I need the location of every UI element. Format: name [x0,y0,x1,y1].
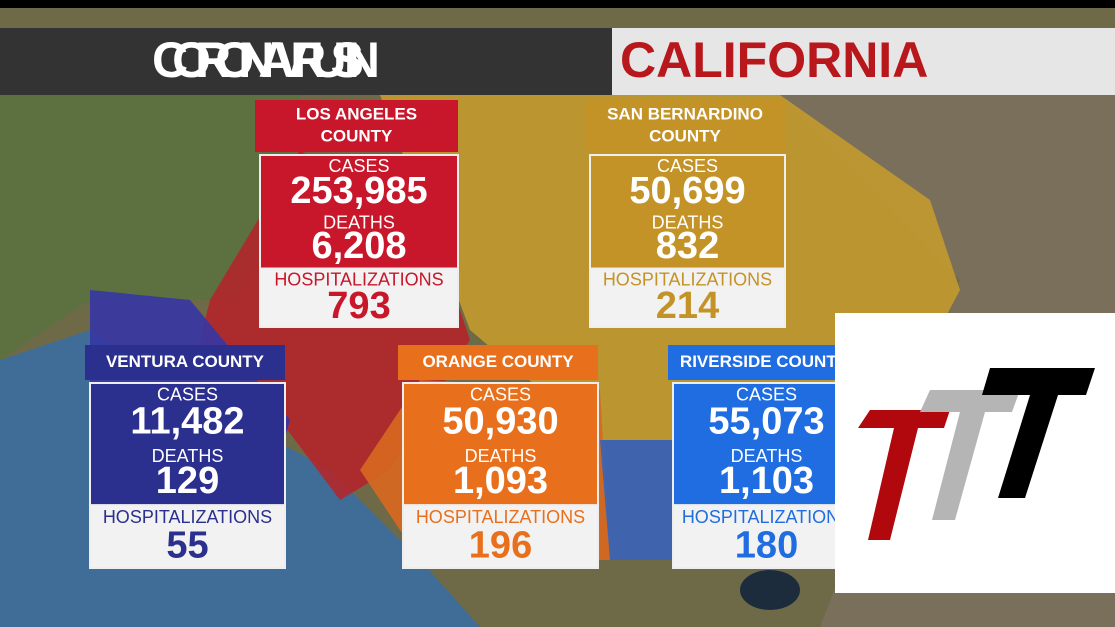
hospitalizations-label: HOSPITALIZATIONS [416,507,585,527]
cases-label: CASES [470,385,531,405]
county-name: LOS ANGELES [296,105,417,124]
hospitalizations-value: 180 [735,525,798,567]
deaths-value: 129 [156,460,219,502]
cases-label: CASES [157,385,218,405]
county-header [668,345,860,380]
deaths-value: 6,208 [311,225,406,267]
cases-label: CASES [736,385,797,405]
county-header [398,345,598,380]
county-name: ORANGE COUNTY [422,352,574,371]
hospitalizations-label: HOSPITALIZATIONS [274,269,443,289]
top-bar [0,0,1115,8]
county-name: COUNTY [321,126,393,145]
logo [835,313,1115,593]
hosp-panel [402,504,599,570]
cases-value: 55,073 [708,401,824,443]
cases-value: 50,699 [629,170,745,212]
deaths-value: 1,103 [719,460,814,502]
cases-label: CASES [657,156,718,176]
county-name: SAN BERNARDINO [607,105,763,124]
county-name: RIVERSIDE COUNTY [680,352,849,371]
county-boxes: LOS ANGELESCOUNTYCASES253,985DEATHS6,208… [85,100,861,570]
deaths-label: DEATHS [465,446,537,466]
hosp-panel [672,504,861,570]
hospitalizations-label: HOSPITALIZATIONS [682,507,851,527]
county-name: COUNTY [649,126,721,145]
title-band-right [612,28,1115,95]
hosp-panel [589,267,786,328]
county-header [585,100,785,152]
county-header [255,100,458,152]
title-left: CORONAVIRUS IN [152,32,380,88]
hospitalizations-value: 793 [327,285,390,327]
deaths-value: 1,093 [453,460,548,502]
title-band-left [0,28,612,95]
hospitalizations-value: 55 [166,525,208,567]
county-header [85,345,285,380]
county-name: VENTURA COUNTY [106,352,265,371]
deaths-label: DEATHS [652,213,724,233]
hospitalizations-label: HOSPITALIZATIONS [103,507,272,527]
hospitalizations-label: HOSPITALIZATIONS [603,269,772,289]
cases-value: 253,985 [290,170,427,212]
deaths-value: 832 [656,225,719,267]
hospitalizations-value: 196 [469,525,532,567]
title-right: CALIFORNIA [620,32,928,88]
hosp-panel [259,267,459,328]
cases-value: 11,482 [130,401,244,443]
deaths-label: DEATHS [152,446,224,466]
deaths-label: DEATHS [731,446,803,466]
hosp-panel [89,504,286,570]
deaths-label: DEATHS [323,213,395,233]
cases-value: 50,930 [442,401,558,443]
cases-label: CASES [328,156,389,176]
hospitalizations-value: 214 [656,285,719,327]
